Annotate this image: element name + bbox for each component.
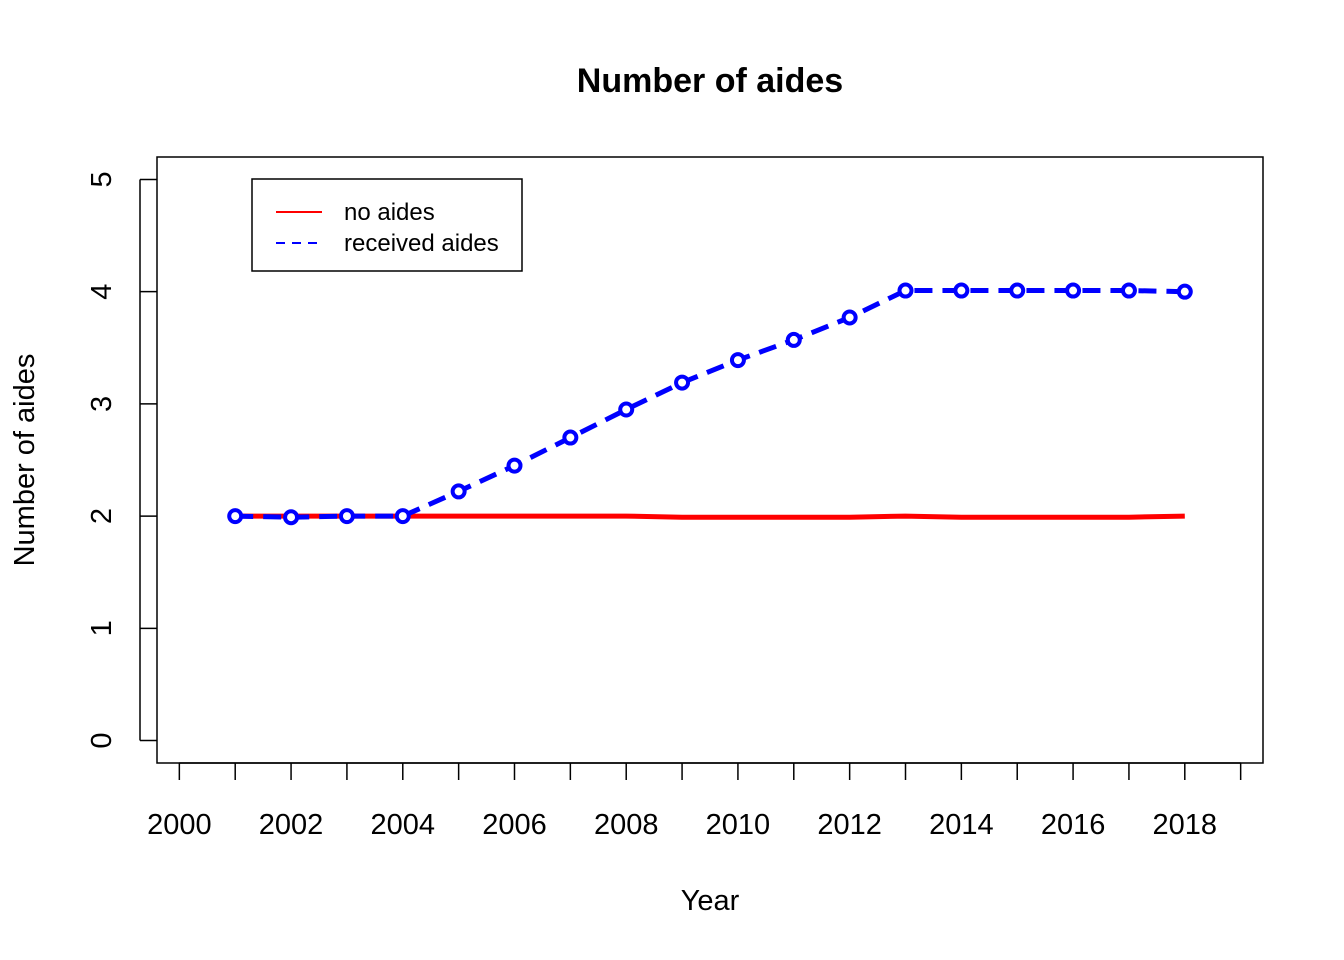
y-axis-label: Number of aides: [9, 354, 41, 567]
series-point-1: [338, 508, 355, 525]
x-axis: 2000 2002 2004 2006 2008 2010 2012 2014 2016 2018: [147, 762, 1242, 841]
chart-title: Number of aides: [577, 62, 843, 100]
legend-box: [251, 178, 523, 272]
x-tick-label: 2010: [706, 809, 771, 841]
series-point-1: [562, 429, 579, 446]
series-point-1: [618, 401, 635, 418]
x-tick-label: 2008: [594, 809, 659, 841]
series-point-1: [506, 457, 523, 474]
y-tick-label: 5: [86, 171, 118, 187]
series-layer: [227, 282, 1193, 526]
y-tick-label: 4: [86, 284, 118, 300]
series-line-0: [235, 513, 1185, 520]
series-point-1: [674, 374, 691, 391]
legend-label-1: received aides: [344, 230, 499, 257]
series-point-1: [1120, 282, 1137, 299]
series-point-1: [897, 282, 914, 299]
series-point-1: [1065, 282, 1082, 299]
series-point-1: [841, 309, 858, 326]
series-point-1: [283, 509, 300, 526]
y-axis: 0 1 2 3 4 5: [86, 171, 157, 749]
x-tick-label: 2016: [1041, 809, 1106, 841]
y-tick-label: 1: [86, 620, 118, 636]
series-point-1: [953, 282, 970, 299]
legend: no aides received aides: [251, 178, 523, 272]
series-line-1: [235, 288, 1185, 520]
series-point-1: [227, 508, 244, 525]
y-tick-label: 0: [86, 732, 118, 748]
series-point-1: [450, 483, 467, 500]
legend-label-0: no aides: [344, 199, 435, 226]
y-tick-label: 3: [86, 396, 118, 412]
series-point-1: [394, 508, 411, 525]
x-tick-label: 2004: [371, 809, 436, 841]
x-tick-label: 2000: [147, 809, 212, 841]
series-point-1: [1009, 282, 1026, 299]
x-tick-label: 2014: [929, 809, 994, 841]
x-axis-label: Year: [681, 885, 740, 917]
x-tick-label: 2002: [259, 809, 324, 841]
x-tick-label: 2012: [817, 809, 882, 841]
series-point-1: [785, 331, 802, 348]
series-point-1: [729, 352, 746, 369]
x-tick-label: 2006: [482, 809, 547, 841]
series-point-1: [1176, 283, 1193, 300]
y-tick-label: 2: [86, 508, 118, 524]
x-tick-label: 2018: [1153, 809, 1218, 841]
